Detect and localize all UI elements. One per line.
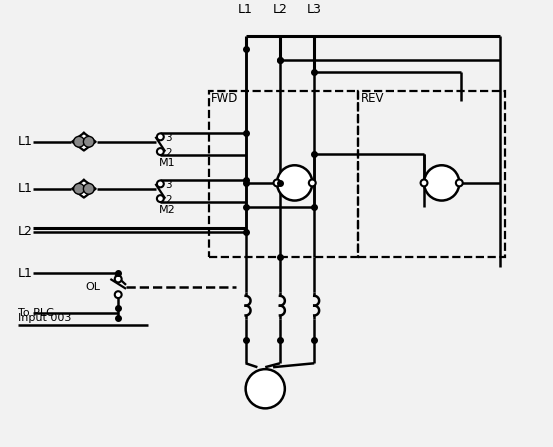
Text: Input 003: Input 003 [18,313,71,323]
Bar [358,91,505,257]
Circle shape [157,133,164,140]
Circle shape [74,183,85,194]
Circle shape [277,165,312,201]
Circle shape [456,180,463,186]
Text: L1: L1 [18,135,33,148]
Text: To PLC: To PLC [18,308,54,318]
Text: M: M [258,381,273,396]
Text: L3: L3 [307,3,322,16]
Circle shape [274,180,280,186]
Text: 2: 2 [165,194,172,205]
Circle shape [246,369,285,409]
Text: REV: REV [361,92,385,105]
Circle shape [84,183,94,194]
Text: L2: L2 [273,3,288,16]
Bar [210,91,358,257]
Circle shape [157,195,164,202]
Polygon shape [72,133,96,151]
Text: L1: L1 [18,266,33,279]
Circle shape [74,136,85,147]
Text: L2: L2 [18,225,33,238]
Text: L1: L1 [18,182,33,195]
Text: M1: M1 [158,158,175,169]
Text: L1: L1 [238,3,253,16]
Circle shape [309,180,316,186]
Circle shape [84,136,94,147]
Circle shape [115,291,122,298]
Text: 3: 3 [165,180,172,190]
Circle shape [157,148,164,155]
Text: 3: 3 [165,133,172,143]
Circle shape [421,180,427,186]
Circle shape [115,275,122,283]
Text: 2: 2 [165,148,172,157]
Circle shape [157,181,164,187]
Text: F: F [290,176,299,190]
Text: R: R [436,176,447,190]
Text: OL: OL [86,282,101,292]
Circle shape [424,165,460,201]
Text: M2: M2 [158,205,175,215]
Text: FWD: FWD [211,92,239,105]
Polygon shape [72,180,96,198]
